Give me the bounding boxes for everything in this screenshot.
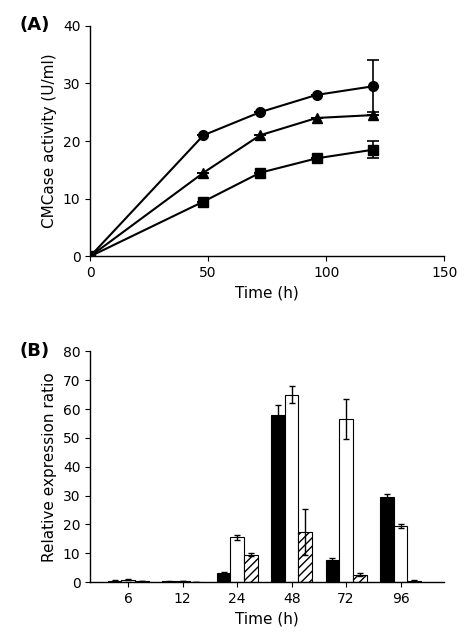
Bar: [339, 419, 353, 582]
Bar: [353, 575, 366, 582]
Bar: [326, 561, 339, 582]
Bar: [121, 580, 135, 582]
Bar: [407, 581, 421, 582]
X-axis label: Time (h): Time (h): [235, 611, 299, 626]
Bar: [108, 581, 121, 582]
Bar: [230, 538, 244, 582]
Bar: [217, 574, 230, 582]
Y-axis label: CMCase activity (U/ml): CMCase activity (U/ml): [42, 54, 57, 228]
Bar: [285, 395, 299, 582]
Bar: [176, 581, 190, 582]
Y-axis label: Relative expression ratio: Relative expression ratio: [42, 372, 57, 561]
X-axis label: Time (h): Time (h): [235, 285, 299, 301]
Bar: [135, 581, 149, 582]
Bar: [271, 415, 285, 582]
Bar: [380, 497, 394, 582]
Bar: [394, 526, 407, 582]
Bar: [299, 532, 312, 582]
Text: (A): (A): [19, 17, 50, 35]
Bar: [244, 555, 257, 582]
Text: (B): (B): [19, 342, 49, 360]
